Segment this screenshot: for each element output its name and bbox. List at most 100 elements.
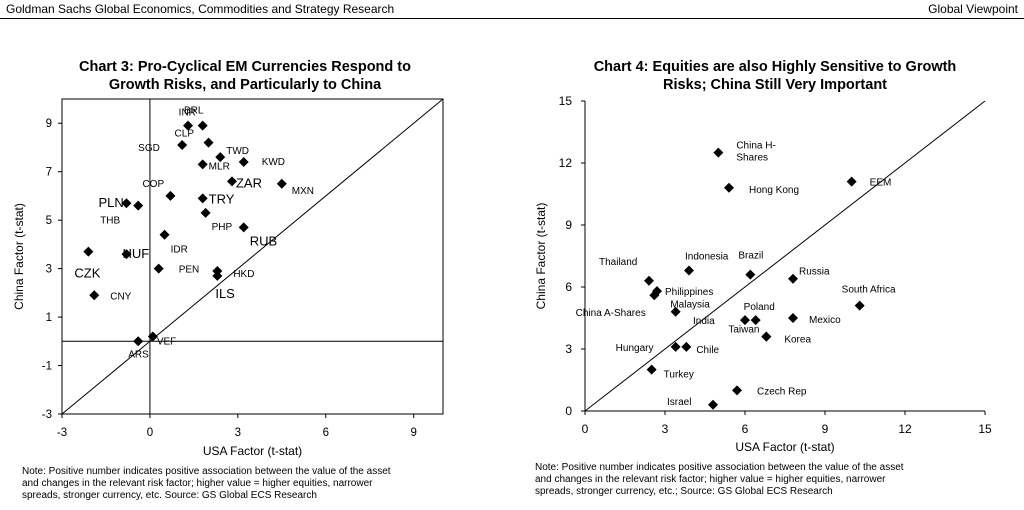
point-label: EEM <box>870 178 892 189</box>
x-tick-label: 3 <box>662 422 669 436</box>
data-point <box>133 336 144 347</box>
data-point <box>670 306 681 317</box>
y-tick-label: -3 <box>42 409 52 421</box>
point-label: Israel <box>667 397 691 408</box>
point-label: PHP <box>212 222 233 233</box>
point-label: BRL <box>184 106 204 117</box>
data-point <box>740 315 750 326</box>
point-label: Mexico <box>809 315 841 326</box>
chart3-note: Note: Positive number indicates positive… <box>22 466 492 502</box>
data-point <box>745 269 756 280</box>
y-tick-label: 1 <box>46 312 52 324</box>
data-point <box>147 331 158 342</box>
data-point <box>183 120 194 131</box>
x-tick-label: 6 <box>742 422 749 436</box>
report-header: Goldman Sachs Global Economics, Commodit… <box>0 0 1024 19</box>
data-point <box>713 147 724 158</box>
point-label: ZAR <box>236 175 262 190</box>
point-label: TWD <box>226 146 249 157</box>
data-point <box>121 249 132 260</box>
y-axis-title: China Factor (t-stat) <box>12 203 26 310</box>
y-tick-label: 6 <box>565 280 572 294</box>
plot-frame <box>61 98 444 415</box>
data-point <box>670 341 681 352</box>
data-point <box>846 176 857 187</box>
data-point <box>200 207 211 218</box>
chart3-title-line1: Chart 3: Pro-Cyclical EM Currencies Resp… <box>79 59 411 75</box>
data-point <box>159 229 170 240</box>
data-point <box>197 120 208 131</box>
data-point <box>83 246 94 257</box>
data-point <box>203 137 214 148</box>
point-label: ILS <box>215 286 235 301</box>
point-label: ARS <box>128 349 149 360</box>
data-point <box>646 364 657 375</box>
point-label: Brazil <box>738 251 763 262</box>
data-point <box>133 200 144 211</box>
chart3-plot: -3 0 3 6 9 -3 -1 1 3 5 7 9 USA Factor (t-stat) China … <box>12 98 444 458</box>
x-tick-label: 12 <box>898 422 912 436</box>
point-label: Russia <box>799 267 830 278</box>
data-point <box>644 275 654 286</box>
y-tick-label: 12 <box>559 156 573 170</box>
point-label: MXN <box>292 186 314 197</box>
data-point <box>89 290 100 301</box>
point-label: Shares <box>736 153 768 164</box>
chart3-title: Chart 3: Pro-Cyclical EM Currencies Resp… <box>30 58 460 94</box>
data-point <box>121 198 132 209</box>
diagonal-45-line <box>584 100 986 412</box>
point-label: CZK <box>74 266 100 281</box>
x-tick-label: 9 <box>822 422 829 436</box>
point-label: Korea <box>784 335 811 346</box>
point-label: IDR <box>171 245 188 256</box>
point-label: PLN <box>98 195 123 210</box>
data-point <box>708 399 718 410</box>
chart4-note-line1: Note: Positive number indicates positive… <box>535 462 904 473</box>
x-tick-label: -3 <box>57 427 67 439</box>
x-tick-label: 15 <box>978 422 992 436</box>
data-point <box>788 313 798 323</box>
header-rule <box>0 18 1024 19</box>
x-tick-label: 6 <box>323 427 329 439</box>
point-label: PEN <box>179 265 200 276</box>
chart4-note: Note: Positive number indicates positive… <box>535 462 1015 498</box>
chart4-title-line1: Chart 4: Equities are also Highly Sensit… <box>593 59 957 75</box>
point-label: VEF <box>157 336 176 347</box>
chart4-title: Chart 4: Equities are also Highly Sensit… <box>535 58 1015 94</box>
chart4-note-line3: spreads, stronger currency, etc.; Source… <box>535 486 833 497</box>
point-label: COP <box>142 179 164 190</box>
data-point <box>177 140 188 151</box>
data-point <box>197 193 208 204</box>
chart3-note-line2: and changes in the relevant risk factor;… <box>22 478 373 489</box>
data-point <box>732 385 742 396</box>
y-axis-title: China Factor (t-stat) <box>534 203 548 310</box>
data-point <box>788 273 798 284</box>
point-label: Taiwan <box>728 325 759 336</box>
point-label: KWD <box>262 157 285 168</box>
y-tick-label: 15 <box>559 94 573 108</box>
point-label: THB <box>100 216 120 227</box>
point-label: Thailand <box>599 257 637 268</box>
x-axis-title: USA Factor (t-stat) <box>203 444 302 458</box>
data-point <box>750 315 761 326</box>
point-label: CNY <box>110 291 131 302</box>
chart4-note-line2: and changes in the relevant risk factor;… <box>535 474 886 485</box>
chart3-note-line3: spreads, stronger currency, etc. Source:… <box>22 490 317 501</box>
data-point <box>684 265 694 276</box>
data-point <box>238 157 249 167</box>
point-label: Chile <box>696 345 719 356</box>
point-label: MLR <box>209 161 230 172</box>
chart3-note-line1: Note: Positive number indicates positive… <box>22 466 391 477</box>
data-point <box>212 270 223 281</box>
x-tick-label: 0 <box>147 427 153 439</box>
chart4-plot: 0 3 6 9 12 15 0 3 6 9 12 15 USA Factor (t-stat) China… <box>534 94 992 454</box>
point-label: India <box>693 316 715 327</box>
publication-name: Global Viewpoint <box>928 2 1018 16</box>
point-label: Indonesia <box>685 251 729 262</box>
point-label: CLP <box>175 129 195 140</box>
point-label: Philippines <box>665 287 713 298</box>
data-point <box>165 190 176 201</box>
y-tick-label: -1 <box>42 361 52 373</box>
point-label: South Africa <box>842 285 896 296</box>
